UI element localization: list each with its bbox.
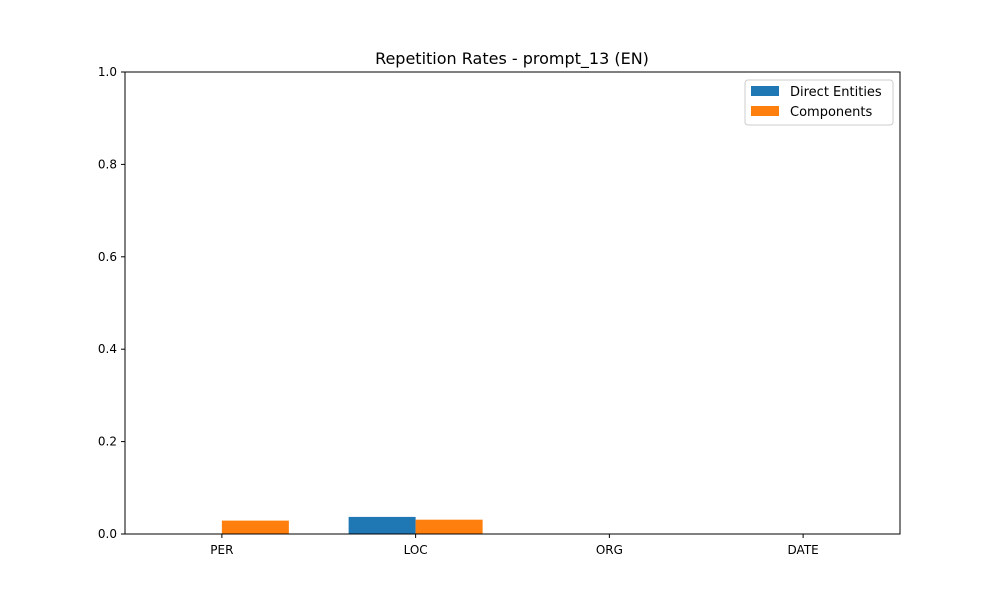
chart-title: Repetition Rates - prompt_13 (EN) bbox=[375, 49, 649, 69]
bars-group bbox=[221, 516, 483, 534]
y-tick-label: 0.0 bbox=[98, 527, 117, 541]
y-axis: 0.0 0.2 0.4 0.6 0.8 1.0 bbox=[98, 65, 125, 541]
bar-direct-entities-loc bbox=[348, 516, 416, 534]
x-tick-label-org: ORG bbox=[596, 543, 623, 557]
legend-swatch bbox=[751, 106, 779, 116]
legend-swatch bbox=[751, 86, 779, 96]
legend: Direct Entities Components bbox=[744, 79, 894, 126]
x-tick-label-date: DATE bbox=[788, 543, 819, 557]
legend-label: Components bbox=[790, 105, 872, 120]
bar-components-loc bbox=[415, 519, 483, 534]
y-tick-label: 0.4 bbox=[98, 342, 117, 356]
x-tick-label-loc: LOC bbox=[404, 543, 428, 557]
x-tick-label-per: PER bbox=[210, 543, 233, 557]
legend-label: Direct Entities bbox=[790, 85, 882, 100]
y-tick-label: 0.8 bbox=[98, 157, 117, 171]
plot-frame bbox=[124, 71, 901, 535]
y-tick-label: 0.2 bbox=[98, 435, 117, 449]
y-tick-label: 0.6 bbox=[98, 250, 117, 264]
bar-components-per bbox=[221, 520, 289, 534]
x-axis: PER LOC ORG DATE bbox=[210, 534, 819, 557]
legend-box bbox=[744, 79, 894, 126]
y-tick-label: 1.0 bbox=[98, 65, 117, 79]
